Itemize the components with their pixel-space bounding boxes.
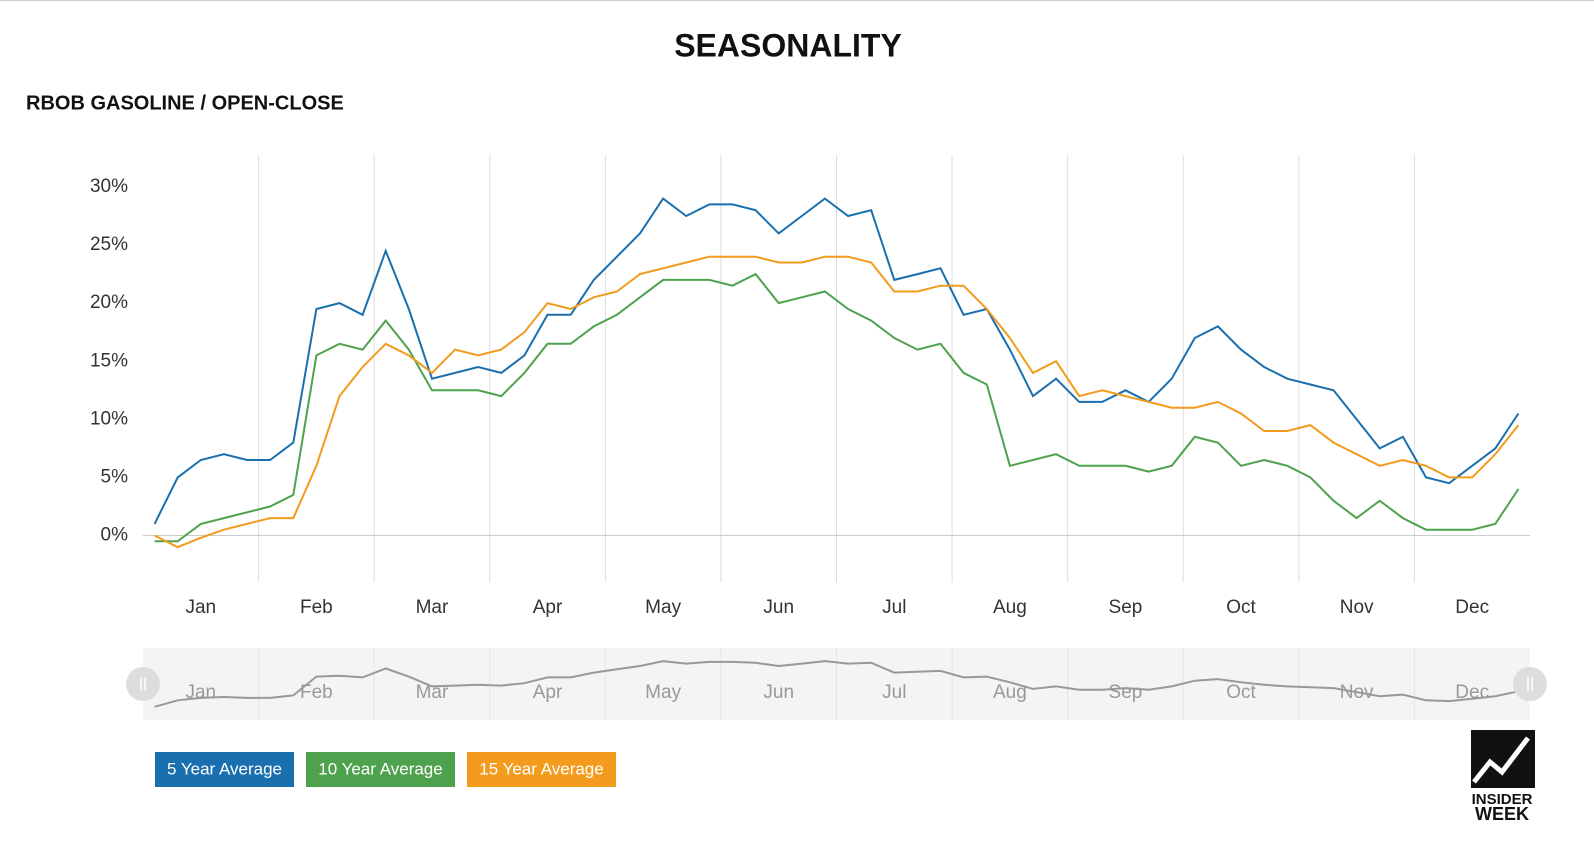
logo-text: INSIDER <box>1472 791 1533 808</box>
legend-label: 10 Year Average <box>318 759 442 778</box>
navigator-label: Sep <box>1109 682 1143 703</box>
navigator-label: Jul <box>882 682 906 703</box>
y-tick-label: 20% <box>90 292 128 313</box>
logo-arrow <box>1472 736 1530 784</box>
x-tick-label: Mar <box>416 597 449 618</box>
y-tick-label: 15% <box>90 350 128 371</box>
legend-item[interactable]: 15 Year Average <box>467 752 616 787</box>
x-tick-label: Oct <box>1226 597 1256 618</box>
navigator-label: Apr <box>533 682 563 703</box>
legend-item[interactable]: 10 Year Average <box>306 752 455 787</box>
navigator-label: Oct <box>1226 682 1256 703</box>
series-line <box>153 197 1520 525</box>
legend-item[interactable]: 5 Year Average <box>155 752 294 787</box>
x-tick-label: May <box>645 597 681 618</box>
y-tick-label: 5% <box>101 466 129 487</box>
x-tick-label: Nov <box>1340 597 1374 618</box>
navigator-label: Jun <box>763 682 794 703</box>
legend-button[interactable] <box>306 752 455 787</box>
navigator-line <box>154 660 1519 708</box>
x-tick-label: Jun <box>763 597 794 618</box>
legend-label: 15 Year Average <box>479 759 603 778</box>
x-tick-label: Feb <box>300 597 333 618</box>
y-tick-label: 0% <box>101 525 129 546</box>
x-tick-label: Dec <box>1455 597 1489 618</box>
chart-title: SEASONALITY <box>674 27 902 63</box>
navigator-handle <box>126 667 160 701</box>
x-tick-label: Apr <box>533 597 563 618</box>
series-line <box>154 255 1520 549</box>
navigator-label: Mar <box>416 682 449 703</box>
y-tick-label: 30% <box>90 176 128 197</box>
logo-text: WEEK <box>1475 804 1529 824</box>
legend-button[interactable] <box>155 752 294 787</box>
series-line <box>154 272 1520 543</box>
y-tick-label: 25% <box>90 234 128 255</box>
navigator-label: May <box>645 682 681 703</box>
x-tick-label: Aug <box>993 597 1027 618</box>
navigator-handle <box>1513 667 1547 701</box>
y-tick-label: 10% <box>90 408 128 429</box>
x-tick-label: Jul <box>882 597 906 618</box>
navigator-label: Feb <box>300 682 333 703</box>
navigator-label: Aug <box>993 682 1027 703</box>
chart-subtitle: RBOB GASOLINE / OPEN-CLOSE <box>26 92 344 114</box>
logo: INSIDER WEEK <box>1471 730 1535 824</box>
legend-label: 5 Year Average <box>167 759 282 778</box>
x-tick-label: Sep <box>1109 597 1143 618</box>
x-tick-label: Jan <box>185 597 216 618</box>
legend-button[interactable] <box>467 752 616 787</box>
